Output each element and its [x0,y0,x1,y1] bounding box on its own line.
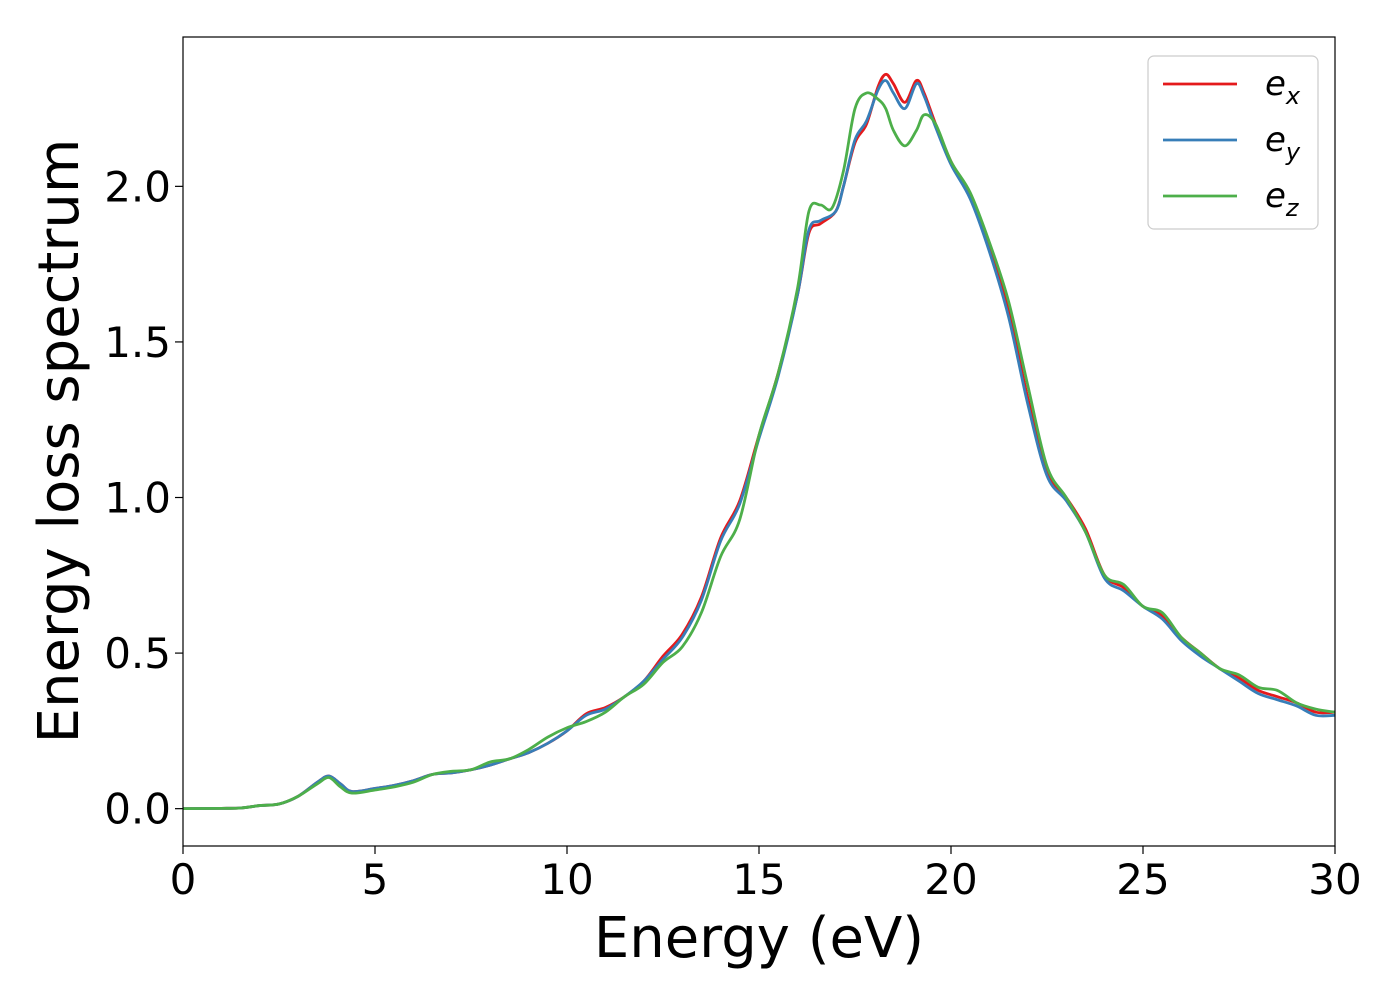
series-line-y [182,79,1336,811]
legend-label-base: e [1265,176,1286,216]
legend-label-base: e [1265,64,1286,104]
x-tick-label: 10 [540,855,593,904]
y-tick-label: 2.0 [104,162,171,211]
legend-label-subscript: x [1285,82,1301,110]
y-tick-label: 1.0 [104,474,171,523]
legend-label-z: ez [1265,176,1300,222]
y-axis-ticks: 0.0 0.5 1.0 1.5 2.0 [104,162,183,834]
legend-label-base: e [1265,120,1286,160]
x-tick-label: 0 [170,855,197,904]
y-tick-label: 0.5 [104,629,171,678]
x-tick-label: 15 [732,855,785,904]
legend-label-subscript: z [1285,194,1300,222]
x-axis-label: Energy (eV) [594,906,924,971]
legend-label-subscript: y [1285,138,1301,166]
series-line-z [182,91,1336,811]
y-tick-label: 1.5 [104,318,171,367]
legend-box [1147,55,1319,230]
x-tick-label: 20 [924,855,977,904]
x-tick-label: 5 [362,855,389,904]
legend-label-x: ex [1265,64,1301,110]
x-tick-label: 25 [1116,855,1169,904]
series-lines [182,72,1336,811]
legend-label-y: ey [1265,120,1301,166]
y-tick-label: 0.0 [104,785,171,834]
plot-area [182,36,1336,847]
x-axis-ticks: 0 5 10 15 20 25 30 [170,846,1362,904]
x-tick-label: 30 [1308,855,1361,904]
y-axis-label: Energy loss spectrum [27,139,92,744]
